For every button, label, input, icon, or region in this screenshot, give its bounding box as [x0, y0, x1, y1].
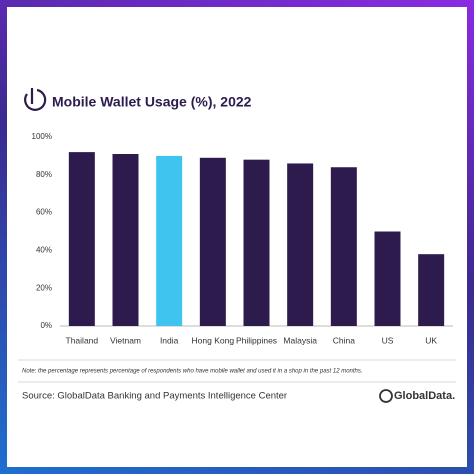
x-tick-label: Vietnam [110, 335, 141, 345]
source: Source: GlobalData Banking and Payments … [22, 391, 287, 402]
chart-title: Mobile Wallet Usage (%), 2022 [52, 94, 252, 110]
x-tick-label: China [333, 335, 355, 345]
x-tick-label: Hong Kong [192, 335, 235, 345]
logo: GlobalData. [394, 390, 455, 402]
y-tick-label: 40% [36, 246, 52, 255]
y-tick-label: 80% [36, 170, 52, 179]
bar [112, 154, 139, 326]
x-tick-label: Philippines [236, 335, 277, 345]
x-tick-label: India [160, 335, 179, 345]
x-tick-label: Thailand [66, 335, 99, 345]
bar [287, 163, 314, 326]
title-icon [24, 88, 47, 111]
bar [374, 231, 401, 326]
y-tick-label: 100% [32, 132, 52, 141]
bar [243, 159, 270, 326]
chart: Mobile Wallet Usage (%), 2022 Note: the … [7, 7, 467, 467]
bar [199, 157, 226, 326]
bar [418, 254, 445, 326]
x-tick-label: UK [425, 335, 437, 345]
bar [330, 167, 357, 326]
note: Note: the percentage represents percenta… [22, 369, 363, 375]
y-tick-label: 20% [36, 283, 52, 292]
y-tick-label: 60% [36, 208, 52, 217]
logo-icon [379, 389, 393, 403]
bar [68, 152, 95, 326]
y-tick-label: 0% [40, 321, 52, 330]
x-tick-label: US [382, 335, 394, 345]
bar [156, 155, 183, 326]
x-tick-label: Malaysia [283, 335, 317, 345]
